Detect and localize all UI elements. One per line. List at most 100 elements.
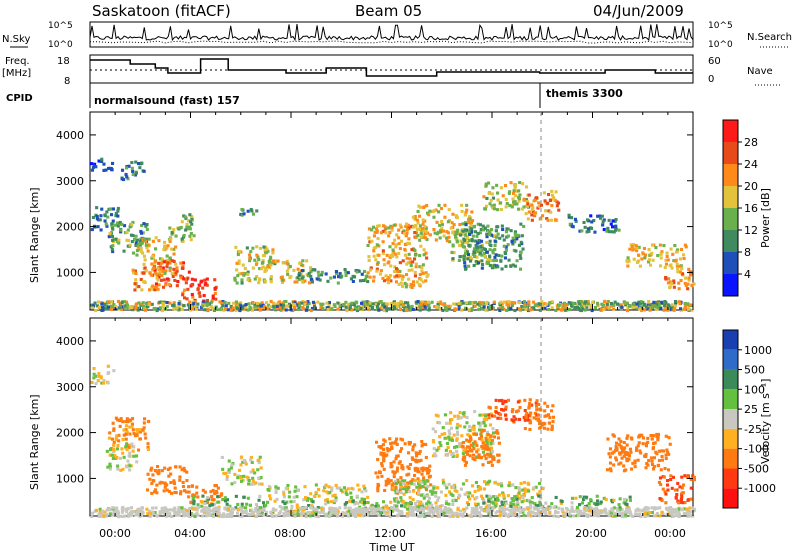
heatmap-cell — [453, 414, 457, 418]
heatmap-cell — [667, 512, 671, 516]
heatmap-cell — [628, 495, 632, 499]
heatmap-cell — [679, 278, 683, 282]
heatmap-cell — [667, 452, 671, 456]
heatmap-cell — [265, 307, 269, 311]
heatmap-cell — [380, 464, 384, 468]
heatmap-cell — [312, 507, 316, 511]
heatmap-cell — [251, 476, 255, 480]
heatmap-cell — [97, 159, 101, 163]
heatmap-cell — [206, 308, 210, 312]
heatmap-cell — [613, 514, 617, 518]
heatmap-cell — [438, 236, 442, 240]
heatmap-cell — [551, 415, 555, 419]
heatmap-cell — [111, 238, 115, 242]
heatmap-cell — [390, 509, 394, 513]
heatmap-cell — [159, 480, 163, 484]
heatmap-cell — [99, 214, 103, 218]
heatmap-cell — [678, 264, 682, 268]
heatmap-cell — [172, 509, 176, 513]
heatmap-cell — [488, 248, 492, 252]
cpid-normalsound: normalsound (fast) 157 — [94, 94, 240, 107]
heatmap-cell — [419, 511, 423, 515]
heatmap-cell — [637, 435, 641, 439]
heatmap-cell — [434, 430, 438, 434]
heatmap-cell — [391, 470, 395, 474]
heatmap-cell — [170, 514, 174, 518]
heatmap-cell — [489, 412, 493, 416]
heatmap-cell — [298, 508, 302, 512]
heatmap-cell — [648, 308, 652, 312]
heatmap-cell — [314, 483, 318, 487]
heatmap-cell — [450, 511, 454, 515]
heatmap-cell — [639, 451, 643, 455]
heatmap-cell — [672, 281, 676, 285]
heatmap-cell — [592, 501, 596, 505]
heatmap-cell — [557, 201, 561, 205]
heatmap-cell — [281, 301, 285, 305]
heatmap-cell — [385, 505, 389, 509]
heatmap-cell — [682, 483, 686, 487]
heatmap-cell — [104, 512, 108, 516]
heatmap-cell — [443, 483, 447, 487]
heatmap-cell — [485, 250, 489, 254]
heatmap-cell — [656, 435, 660, 439]
heatmap-cell — [405, 256, 409, 260]
heatmap-cell — [670, 512, 674, 516]
heatmap-cell — [599, 500, 603, 504]
heatmap-cell — [504, 405, 508, 409]
heatmap-cell — [514, 194, 518, 198]
heatmap-cell — [526, 481, 530, 485]
heatmap-cell — [251, 266, 255, 270]
heatmap-cell — [356, 501, 360, 505]
heatmap-cell — [540, 423, 544, 427]
heatmap-cell — [427, 306, 431, 310]
heatmap-cell — [409, 500, 413, 504]
heatmap-cell — [567, 512, 571, 516]
heatmap-cell — [427, 496, 431, 500]
heatmap-cell — [257, 476, 261, 480]
heatmap-cell — [620, 511, 624, 515]
heatmap-cell — [546, 427, 550, 431]
heatmap-cell — [581, 303, 585, 307]
heatmap-cell — [245, 512, 249, 516]
heatmap-cell — [647, 248, 651, 252]
heatmap-cell — [177, 302, 181, 306]
heatmap-cell — [636, 444, 640, 448]
heatmap-cell — [384, 274, 388, 278]
heatmap-cell — [490, 439, 494, 443]
heatmap-cell — [258, 482, 262, 486]
heatmap-cell — [438, 230, 442, 234]
heatmap-cell — [109, 307, 113, 311]
heatmap-cell — [334, 496, 338, 500]
heatmap-cell — [488, 436, 492, 440]
heatmap-cell — [135, 433, 139, 437]
heatmap-cell — [618, 507, 622, 511]
heatmap-cell — [144, 436, 148, 440]
heatmap-cell — [487, 413, 491, 417]
heatmap-cell — [450, 514, 454, 518]
heatmap-cell — [543, 401, 547, 405]
heatmap-cell — [467, 253, 471, 257]
heatmap-cell — [125, 430, 129, 434]
heatmap-cell — [157, 283, 161, 287]
heatmap-cell — [662, 308, 666, 312]
heatmap-cell — [100, 207, 104, 211]
heatmap-cell — [472, 263, 476, 267]
heatmap-cell — [578, 503, 582, 507]
heatmap-cell — [419, 244, 423, 248]
heatmap-cell — [450, 436, 454, 440]
heatmap-cell — [235, 306, 239, 310]
heatmap-cell — [92, 372, 96, 376]
heatmap-cell — [483, 226, 487, 230]
heatmap-cell — [413, 270, 417, 274]
heatmap-cell — [333, 304, 337, 308]
heatmap-cell — [526, 202, 530, 206]
heatmap-cell — [548, 511, 552, 515]
heatmap-cell — [423, 231, 427, 235]
heatmap-cell — [300, 278, 304, 282]
heatmap-cell — [386, 477, 390, 481]
heatmap-cell — [616, 508, 620, 512]
heatmap-cell — [110, 247, 114, 251]
heatmap-cell — [434, 491, 438, 495]
heatmap-cell — [612, 506, 616, 510]
